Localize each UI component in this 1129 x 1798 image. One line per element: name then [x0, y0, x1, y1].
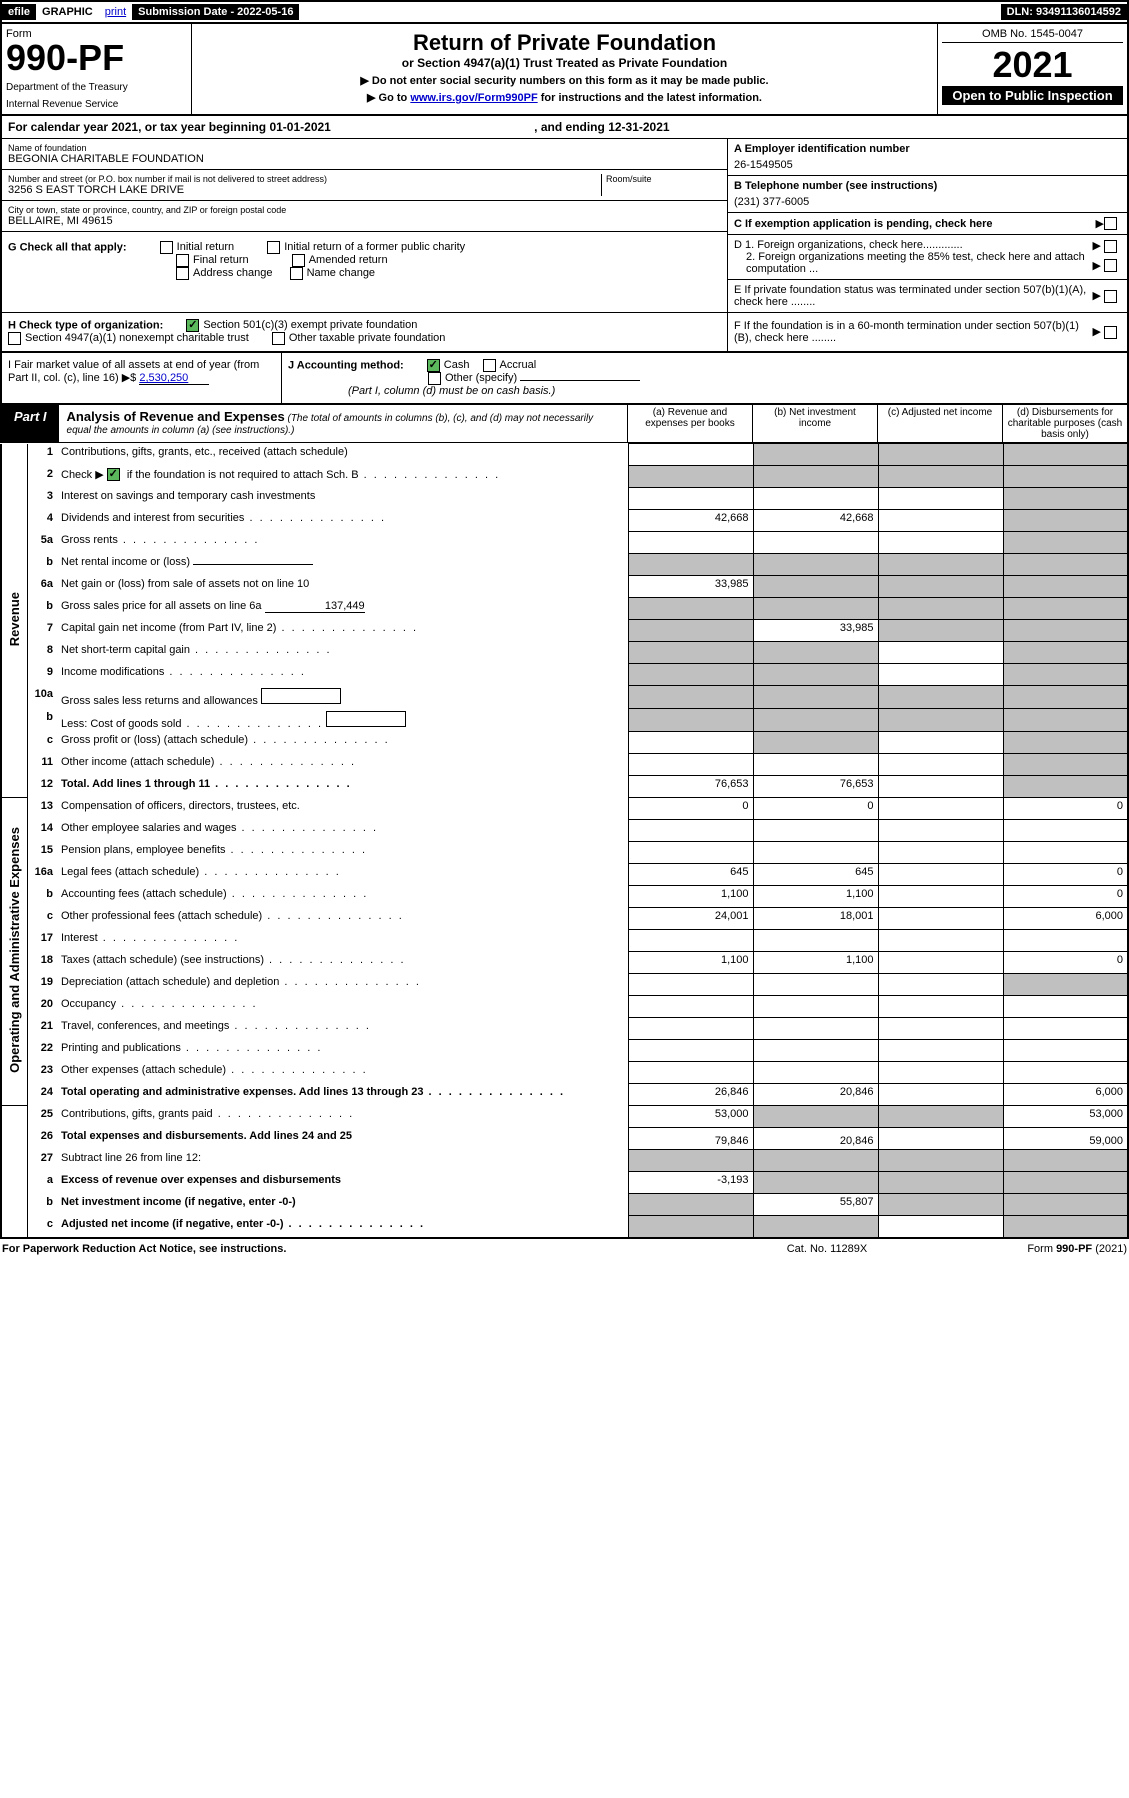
footer-mid: Cat. No. 11289X [727, 1243, 927, 1255]
city-label: City or town, state or province, country… [8, 205, 721, 215]
h-501c3-checkbox[interactable] [186, 319, 199, 332]
name-label: Name of foundation [8, 143, 721, 153]
footer-left: For Paperwork Reduction Act Notice, see … [2, 1243, 727, 1255]
g-row: G Check all that apply: Initial return I… [0, 235, 1129, 313]
j-label: J Accounting method: [288, 359, 404, 371]
foundation-name: BEGONIA CHARITABLE FOUNDATION [8, 153, 721, 165]
room-label: Room/suite [606, 174, 721, 184]
g-amended-checkbox[interactable] [292, 254, 305, 267]
g-address-checkbox[interactable] [176, 267, 189, 280]
g-final-checkbox[interactable] [176, 254, 189, 267]
j-note: (Part I, column (d) must be on cash basi… [348, 385, 555, 397]
j-cash-checkbox[interactable] [427, 359, 440, 372]
g-name-checkbox[interactable] [290, 267, 303, 280]
address-label: Number and street (or P.O. box number if… [8, 174, 601, 184]
efile-label: efile [2, 4, 36, 20]
dln-label: DLN: 93491136014592 [1001, 4, 1127, 20]
submission-date: Submission Date - 2022-05-16 [132, 4, 299, 20]
f-checkbox[interactable] [1104, 326, 1117, 339]
opex-section-label: Operating and Administrative Expenses [7, 827, 22, 1073]
d1-checkbox[interactable] [1104, 240, 1117, 253]
col-a-header: (a) Revenue and expenses per books [627, 405, 752, 442]
f-label: F If the foundation is in a 60-month ter… [734, 320, 1092, 344]
part1-header: Part I Analysis of Revenue and Expenses … [0, 405, 1129, 443]
form-note2: ▶ Go to www.irs.gov/Form990PF for instru… [198, 91, 931, 104]
graphic-label: GRAPHIC [36, 4, 99, 20]
form-title: Return of Private Foundation [198, 30, 931, 56]
phone-label: B Telephone number (see instructions) [734, 180, 1121, 192]
footer-right: Form 990-PF (2021) [927, 1243, 1127, 1255]
part1-title: Analysis of Revenue and Expenses [67, 409, 285, 424]
page-footer: For Paperwork Reduction Act Notice, see … [0, 1239, 1129, 1259]
h-other-checkbox[interactable] [272, 332, 285, 345]
part1-label: Part I [2, 405, 59, 442]
revenue-section-label: Revenue [7, 592, 22, 646]
foundation-city: BELLAIRE, MI 49615 [8, 215, 721, 227]
dept-irs: Internal Revenue Service [6, 99, 187, 110]
part1-table: Revenue 1Contributions, gifts, grants, e… [0, 443, 1129, 1239]
c-label: C If exemption application is pending, c… [734, 218, 1096, 230]
phone-value: (231) 377-6005 [734, 196, 1121, 208]
i-arrow: ▶$ [122, 372, 137, 384]
e-checkbox[interactable] [1104, 290, 1117, 303]
h-label: H Check type of organization: [8, 319, 163, 331]
col-c-header: (c) Adjusted net income [877, 405, 1002, 442]
form-subtitle: or Section 4947(a)(1) Trust Treated as P… [198, 56, 931, 70]
g-label: G Check all that apply: [8, 241, 127, 253]
form-number: 990-PF [6, 40, 187, 76]
i-value[interactable]: 2,530,250 [139, 372, 209, 385]
j-other-checkbox[interactable] [428, 372, 441, 385]
print-link[interactable]: print [99, 4, 132, 20]
foundation-address: 3256 S EAST TORCH LAKE DRIVE [8, 184, 601, 196]
c-checkbox[interactable] [1104, 217, 1117, 230]
form-header-row: Form 990-PF Department of the Treasury I… [0, 24, 1129, 116]
d2-checkbox[interactable] [1104, 259, 1117, 272]
g-initial-former-checkbox[interactable] [267, 241, 280, 254]
col-b-header: (b) Net investment income [752, 405, 877, 442]
h-row: H Check type of organization: Section 50… [0, 313, 1129, 353]
calendar-year-row: For calendar year 2021, or tax year begi… [0, 116, 1129, 139]
d2-label: 2. Foreign organizations meeting the 85%… [734, 251, 1092, 275]
e-label: E If private foundation status was termi… [734, 284, 1092, 308]
schb-checkbox[interactable] [107, 468, 120, 481]
g-initial-checkbox[interactable] [160, 241, 173, 254]
ein-value: 26-1549505 [734, 159, 1121, 171]
ij-row: I Fair market value of all assets at end… [0, 353, 1129, 405]
form990pf-link[interactable]: www.irs.gov/Form990PF [410, 92, 537, 104]
omb-number: OMB No. 1545-0047 [942, 28, 1123, 43]
col-d-header: (d) Disbursements for charitable purpose… [1002, 405, 1127, 442]
header-bar: efile GRAPHIC print Submission Date - 20… [0, 0, 1129, 24]
ein-label: A Employer identification number [734, 143, 1121, 155]
dept-treasury: Department of the Treasury [6, 82, 187, 93]
j-accrual-checkbox[interactable] [483, 359, 496, 372]
tax-year: 2021 [942, 43, 1123, 86]
d1-label: D 1. Foreign organizations, check here..… [734, 239, 1092, 251]
entity-info-box: Name of foundation BEGONIA CHARITABLE FO… [0, 139, 1129, 235]
open-inspection: Open to Public Inspection [942, 86, 1123, 105]
h-4947-checkbox[interactable] [8, 332, 21, 345]
form-note1: ▶ Do not enter social security numbers o… [198, 74, 931, 87]
